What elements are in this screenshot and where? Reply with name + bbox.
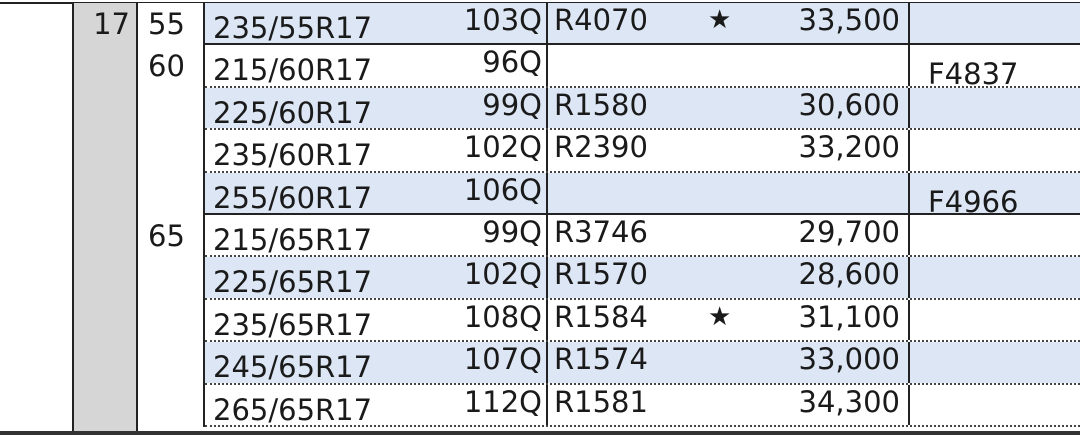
- page-edge: [0, 431, 1080, 435]
- product-code: R2390: [554, 130, 648, 165]
- load-index: 108Q: [463, 299, 542, 334]
- size-cell: 215/60R17 96Q: [205, 45, 548, 87]
- star-icon: ★: [708, 301, 732, 332]
- alt-code-cell: [910, 385, 1080, 425]
- price: 28,600: [798, 257, 900, 292]
- code-price-cell: R1584 ★ 31,100: [548, 299, 910, 341]
- price: 33,500: [798, 3, 900, 37]
- size-cell: 215/65R17 99Q: [205, 215, 548, 257]
- code-price-cell: R1581 34,300: [548, 384, 910, 425]
- table-row: 265/65R17 112Q R1581 34,300: [205, 384, 1080, 427]
- table-row: 245/65R17 107Q R1574 33,000: [205, 342, 1080, 385]
- table-row: 215/60R17 96Q F4837: [205, 45, 1080, 91]
- size-cell: 245/65R17 107Q: [205, 342, 548, 384]
- price: 30,600: [798, 87, 900, 122]
- product-code: R4070: [554, 3, 648, 37]
- aspect-ratio-cell: 65: [138, 215, 205, 427]
- tire-size: 245/65R17: [213, 350, 373, 385]
- price: 33,000: [798, 342, 900, 377]
- product-code: R1584: [554, 299, 648, 334]
- alt-code-cell: [910, 300, 1080, 340]
- code-price-cell: R1580 30,600: [548, 87, 910, 129]
- table-row: 235/60R17 102Q R2390 33,200: [205, 130, 1080, 173]
- product-code: R1574: [554, 342, 648, 377]
- code-price-cell: R2390 33,200: [548, 130, 910, 171]
- load-index: 102Q: [463, 130, 542, 165]
- alt-code: F4837: [928, 57, 1019, 92]
- code-price-cell: R3746 29,700: [548, 215, 910, 256]
- load-index: 99Q: [482, 87, 542, 122]
- star-icon: ★: [708, 5, 732, 35]
- load-index: 96Q: [482, 45, 542, 80]
- product-code: R3746: [554, 215, 648, 249]
- product-code: R1580: [554, 87, 648, 122]
- rim-size: 17: [93, 7, 130, 41]
- alt-code-cell: [910, 215, 1080, 255]
- size-cell: 225/60R17 99Q: [205, 87, 548, 130]
- tire-size: 235/55R17: [213, 11, 373, 45]
- aspect-ratio: 60: [148, 49, 185, 84]
- alt-code: F4966: [928, 184, 1019, 219]
- alt-code-cell: [910, 3, 1080, 44]
- load-index: 112Q: [463, 384, 542, 419]
- size-cell: 265/65R17 112Q: [205, 384, 548, 427]
- code-price-cell: [548, 172, 910, 213]
- tire-size: 225/60R17: [213, 95, 373, 130]
- rim-size-cell: 17: [72, 3, 138, 431]
- alt-code-cell: [910, 342, 1080, 383]
- load-index: 102Q: [463, 257, 542, 292]
- aspect-ratio-cell: 55: [138, 3, 205, 46]
- size-cell: 235/65R17 108Q: [205, 299, 548, 342]
- alt-code-cell: [910, 257, 1080, 298]
- tire-size: 235/60R17: [213, 138, 373, 173]
- load-index: 107Q: [463, 342, 542, 377]
- table-row: 235/55R17 103Q R4070 ★ 33,500: [205, 3, 1080, 46]
- table-row: 225/60R17 99Q R1580 30,600: [205, 87, 1080, 131]
- price: 31,100: [798, 299, 900, 334]
- tire-size: 265/65R17: [213, 392, 373, 427]
- alt-code-cell: [910, 130, 1080, 170]
- code-price-cell: R1570 28,600: [548, 257, 910, 298]
- table-row: 225/65R17 102Q R1570 28,600: [205, 257, 1080, 300]
- product-code: R1581: [554, 384, 648, 419]
- tire-size: 215/60R17: [213, 53, 373, 88]
- product-code: R1570: [554, 257, 648, 292]
- tire-size: 255/60R17: [213, 180, 373, 215]
- alt-code-cell: [910, 87, 1080, 129]
- load-index: 103Q: [463, 3, 542, 37]
- code-price-cell: [548, 45, 910, 86]
- tire-size: 215/65R17: [213, 223, 373, 257]
- aspect-ratio: 65: [148, 219, 185, 253]
- table-row: 255/60R17 106Q F4966: [205, 172, 1080, 219]
- code-price-cell: R1574 33,000: [548, 342, 910, 383]
- code-price-cell: R4070 ★ 33,500: [548, 3, 910, 44]
- aspect-ratio: 55: [148, 7, 185, 41]
- size-cell: 255/60R17 106Q: [205, 172, 548, 215]
- tire-size: 225/65R17: [213, 265, 373, 300]
- price: 33,200: [798, 130, 900, 165]
- table-row: 235/65R17 108Q R1584 ★ 31,100: [205, 299, 1080, 343]
- load-index: 99Q: [482, 215, 542, 249]
- price: 29,700: [798, 215, 900, 249]
- table-row: 215/65R17 99Q R3746 29,700: [205, 215, 1080, 258]
- alt-code-cell: F4966: [910, 172, 1080, 219]
- alt-code-cell: F4837: [910, 45, 1080, 91]
- size-cell: 225/65R17 102Q: [205, 257, 548, 299]
- load-index: 106Q: [463, 172, 542, 207]
- size-cell: 235/60R17 102Q: [205, 130, 548, 172]
- tire-size: 235/65R17: [213, 307, 373, 342]
- aspect-ratio-cell: 60: [138, 45, 205, 215]
- size-cell: 235/55R17 103Q: [205, 3, 548, 45]
- price: 34,300: [798, 384, 900, 419]
